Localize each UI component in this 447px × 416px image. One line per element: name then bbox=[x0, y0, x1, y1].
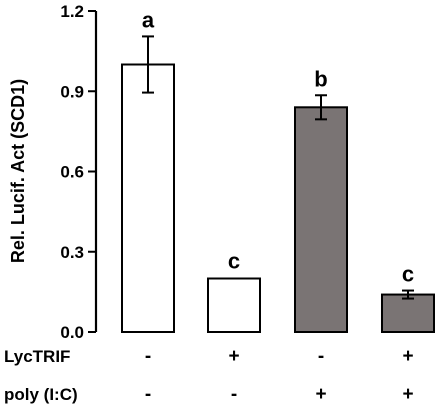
significance-letter: c bbox=[402, 262, 414, 287]
significance-letter: a bbox=[142, 7, 155, 32]
condition-label: poly (I:C) bbox=[4, 385, 78, 404]
y-axis: 0.0 0.3 0.6 0.9 1.2 bbox=[60, 2, 98, 342]
bar bbox=[121, 63, 175, 333]
bar bbox=[207, 277, 261, 333]
bar bbox=[381, 293, 435, 333]
condition-sign: - bbox=[145, 346, 151, 367]
condition-sign: + bbox=[315, 384, 326, 405]
y-tick-label: 0.9 bbox=[60, 82, 84, 101]
condition-table: LycTRIF - + - + poly (I:C) - - + + bbox=[4, 346, 414, 405]
condition-sign: + bbox=[402, 384, 413, 405]
significance-letter: c bbox=[228, 249, 240, 274]
y-tick-label: 1.2 bbox=[60, 2, 84, 21]
bars-group: a c b c bbox=[121, 7, 435, 333]
condition-sign: - bbox=[231, 384, 237, 405]
y-axis-label: Rel. Lucif. Act (SCD1) bbox=[8, 79, 28, 263]
y-tick-label: 0.0 bbox=[60, 323, 84, 342]
condition-label: LycTRIF bbox=[4, 347, 70, 366]
condition-sign: - bbox=[145, 384, 151, 405]
y-tick-label: 0.3 bbox=[60, 243, 84, 262]
bar bbox=[294, 106, 348, 333]
y-tick-label: 0.6 bbox=[60, 163, 84, 182]
condition-sign: - bbox=[318, 346, 324, 367]
significance-letter: b bbox=[314, 66, 327, 91]
condition-sign: + bbox=[228, 346, 239, 367]
condition-sign: + bbox=[402, 346, 413, 367]
